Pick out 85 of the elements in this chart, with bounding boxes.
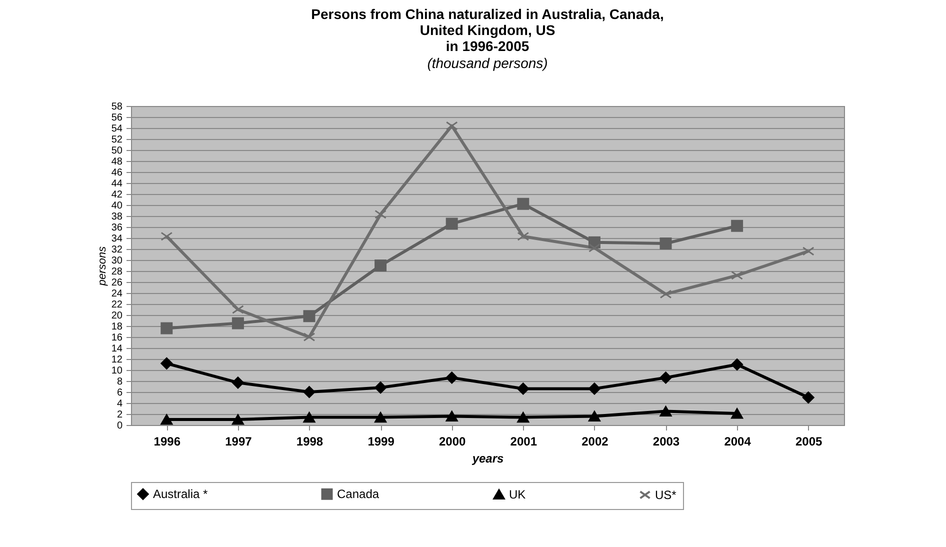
- point: [303, 386, 316, 398]
- y-tick-label: 48: [111, 156, 123, 168]
- point: [660, 238, 672, 250]
- y-axis-title: persons: [96, 246, 108, 287]
- chart-subtitle: (thousand persons): [427, 55, 548, 71]
- y-tick-label: 16: [111, 332, 123, 344]
- point: [374, 210, 387, 219]
- point: [446, 218, 458, 230]
- y-tick-label: 32: [111, 244, 123, 256]
- point: [588, 382, 600, 395]
- x-tick-label: 1999: [368, 434, 395, 448]
- legend-label: Australia *: [153, 487, 208, 502]
- y-tick-label: 40: [111, 200, 123, 212]
- point: [303, 310, 316, 322]
- y-tick-label: 52: [111, 134, 123, 146]
- x-tick-label: 2003: [652, 434, 680, 448]
- y-tick-label: 8: [116, 376, 123, 388]
- point: [731, 220, 744, 232]
- y-tick-label: 6: [116, 388, 123, 398]
- point: [731, 358, 744, 370]
- y-tick-label: 58: [111, 102, 123, 112]
- point: [160, 322, 173, 334]
- point: [517, 412, 530, 423]
- y-tick-label: 20: [111, 310, 123, 322]
- point: [232, 305, 244, 314]
- y-tick-label: 22: [111, 300, 123, 310]
- point: [446, 372, 458, 384]
- y-tick-label: 26: [111, 278, 123, 288]
- chart-title: Persons from China naturalized in Australia, Canada, United Kingdom, US in 1996-2005: [311, 6, 664, 54]
- point: [232, 317, 244, 330]
- point: [374, 260, 387, 272]
- legend-label: UK: [509, 487, 526, 502]
- y-tick-label: 42: [111, 190, 123, 200]
- point: [517, 198, 530, 210]
- point: [303, 332, 316, 342]
- point: [660, 406, 672, 417]
- point: [660, 372, 672, 384]
- point: [160, 357, 173, 370]
- point: [731, 270, 744, 280]
- x-tick-label: 2000: [439, 434, 466, 448]
- legend-label: US*: [655, 488, 677, 502]
- point: [517, 382, 530, 395]
- y-tick-label: 46: [111, 168, 123, 178]
- point: [446, 410, 458, 422]
- y-tick-label: 18: [111, 322, 123, 332]
- y-tick-label: 10: [111, 366, 123, 376]
- y-tick-label: 36: [111, 222, 123, 234]
- point: [232, 414, 244, 425]
- y-tick-label: 34: [111, 234, 123, 244]
- x-tick-label: 1996: [154, 434, 181, 448]
- y-tick-label: 28: [111, 266, 123, 278]
- y-tick-label: 24: [111, 288, 123, 300]
- x-tick-label: 2004: [724, 434, 752, 448]
- point: [374, 382, 387, 394]
- y-tick-label: 30: [111, 256, 123, 266]
- point: [232, 376, 244, 389]
- y-tick-label: 50: [111, 146, 123, 156]
- y-tick-label: 4: [116, 398, 123, 410]
- point: [660, 290, 672, 299]
- point: [802, 246, 814, 256]
- point: [160, 414, 173, 425]
- point: [160, 232, 173, 241]
- point: [374, 412, 387, 423]
- point: [588, 243, 600, 252]
- point: [731, 408, 744, 419]
- legend-label: Canada: [337, 487, 380, 502]
- y-tick-label: 2: [116, 410, 123, 420]
- x-tick-label: 2002: [582, 434, 609, 448]
- x-tick-label: 1997: [225, 434, 252, 448]
- point: [588, 410, 600, 422]
- point: [446, 121, 458, 130]
- x-tick-label: 1998: [296, 434, 324, 448]
- x-tick-label: 2005: [796, 434, 823, 448]
- y-tick-label: 0: [116, 420, 123, 432]
- y-tick-label: 44: [111, 178, 123, 190]
- point: [303, 412, 316, 423]
- y-tick-label: 14: [111, 344, 123, 354]
- point: [802, 392, 814, 404]
- y-tick-label: 12: [111, 354, 123, 366]
- y-tick-label: 56: [111, 112, 123, 124]
- x-axis-title: years: [471, 452, 504, 466]
- y-tick-label: 54: [111, 124, 123, 134]
- point: [517, 232, 530, 241]
- x-tick-label: 2001: [510, 434, 538, 448]
- y-tick-label: 38: [111, 212, 123, 222]
